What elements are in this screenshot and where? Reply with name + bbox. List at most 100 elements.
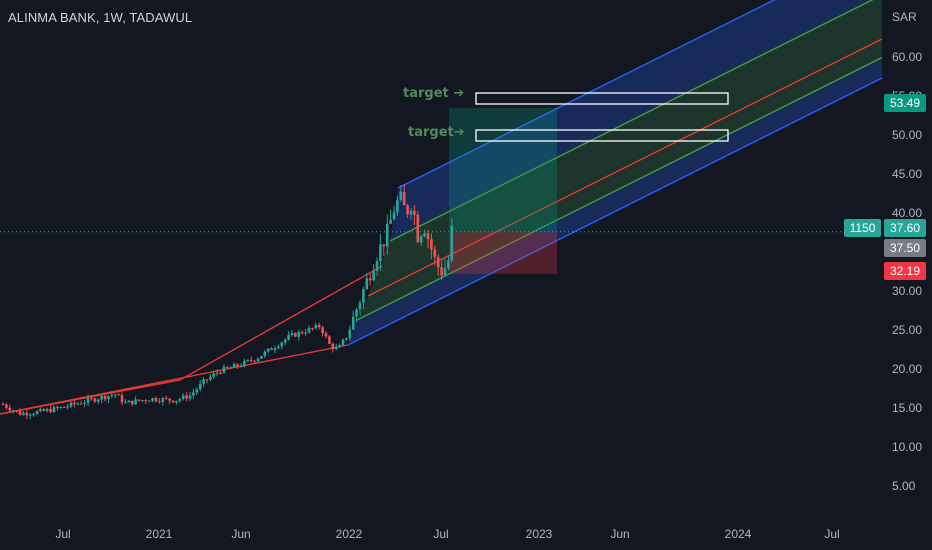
- x-tick-label: 2022: [336, 527, 363, 541]
- candle-down: [328, 336, 331, 344]
- candle-up: [263, 351, 267, 357]
- x-tick-label: 2023: [526, 527, 553, 541]
- trendline-lower: [0, 344, 349, 415]
- candle-down: [331, 343, 335, 349]
- candle-down: [236, 364, 239, 367]
- candle-down: [8, 407, 12, 411]
- candle-up: [175, 400, 178, 403]
- candle-down: [42, 409, 46, 411]
- target-boxes[interactable]: target ➔ target➔: [403, 86, 729, 142]
- candle-up: [351, 316, 355, 330]
- candle-down: [15, 410, 18, 412]
- candle-up: [283, 339, 287, 343]
- candle-up: [358, 302, 362, 310]
- candle-up: [297, 331, 301, 337]
- candle-down: [219, 372, 222, 374]
- candle-up: [22, 412, 25, 415]
- tag-volume-bg: [844, 219, 881, 237]
- candle-up: [307, 328, 311, 333]
- candle-up: [127, 400, 131, 403]
- candles: [1, 184, 454, 420]
- candle-down: [25, 412, 29, 416]
- candle-down: [171, 400, 175, 403]
- candle-up: [83, 402, 86, 404]
- candle-down: [321, 327, 324, 334]
- candle-down: [368, 278, 372, 281]
- candle-up: [239, 366, 243, 368]
- candle-down: [317, 324, 321, 328]
- candle-up: [304, 332, 307, 334]
- candle-up: [389, 219, 392, 224]
- candle-up: [447, 260, 450, 269]
- candle-up: [314, 324, 318, 329]
- candle-down: [185, 395, 188, 399]
- y-tick-label: 25.00: [892, 323, 922, 337]
- candle-down: [433, 249, 437, 257]
- candle-down: [62, 406, 66, 408]
- candle-down: [144, 400, 148, 402]
- tag-last-price: 37.60: [890, 221, 920, 235]
- pitchfork-channel: [347, 0, 883, 346]
- candle-down: [413, 210, 416, 215]
- candle-up: [110, 394, 114, 396]
- candle-up: [222, 366, 226, 373]
- candle-up: [372, 270, 375, 281]
- x-tick-label: Jul: [824, 527, 839, 541]
- candle-up: [141, 400, 144, 402]
- candle-up: [32, 414, 35, 416]
- tag-stop-price: 32.19: [890, 264, 920, 278]
- candle-down: [294, 333, 297, 337]
- channel-band-inner-bottom: [357, 39, 882, 320]
- y-tick-label: 15.00: [892, 401, 922, 415]
- candle-down: [382, 244, 386, 247]
- x-tick-label: Jun: [610, 527, 629, 541]
- chart-title: ALINMA BANK, 1W, TADAWUL: [8, 10, 193, 25]
- candle-up: [362, 289, 365, 303]
- candle-down: [1, 404, 5, 406]
- candle-down: [120, 395, 124, 403]
- candle-up: [52, 407, 56, 413]
- candle-up: [287, 335, 290, 340]
- candle-down: [430, 239, 433, 250]
- target-box-upper: [475, 92, 729, 105]
- candle-up: [256, 358, 260, 362]
- x-tick-label: Jul: [433, 527, 448, 541]
- candle-down: [402, 191, 406, 206]
- time-axis[interactable]: Jul 2021 Jun 2022 Jul 2023 Jun 2024 Jul: [55, 527, 839, 541]
- candle-up: [151, 398, 154, 401]
- candle-up: [178, 399, 182, 401]
- candle-up: [209, 376, 212, 380]
- candle-up: [69, 402, 73, 407]
- candle-up: [334, 347, 338, 349]
- target-zone: [449, 107, 557, 232]
- channel-band-outer-bottom: [348, 57, 882, 345]
- candle-up: [147, 400, 151, 402]
- candle-up: [341, 339, 345, 346]
- candle-down: [117, 394, 120, 396]
- candle-up: [195, 389, 199, 393]
- x-tick-label: 2024: [725, 527, 752, 541]
- candle-down: [426, 233, 430, 240]
- y-tick-label: 20.00: [892, 362, 922, 376]
- candle-up: [409, 210, 413, 215]
- candle-down: [253, 360, 256, 362]
- tag-last-price-bg: [884, 219, 926, 237]
- candle-up: [202, 379, 205, 384]
- y-tick-label: 60.00: [892, 50, 922, 64]
- candle-down: [226, 366, 229, 368]
- candle-up: [229, 367, 233, 369]
- candle-up: [280, 342, 284, 347]
- candle-up: [419, 236, 423, 243]
- candle-up: [348, 329, 352, 338]
- candle-up: [290, 333, 294, 336]
- candle-up: [338, 345, 341, 348]
- candle-up: [365, 278, 369, 290]
- tag-target-price: 53.49: [890, 96, 920, 110]
- position-tool: [449, 107, 557, 274]
- channel-band-inner-top: [368, 0, 882, 296]
- channel-line-red: [367, 38, 883, 297]
- candle-up: [198, 383, 202, 390]
- candle-up: [188, 395, 192, 399]
- candle-up: [100, 396, 103, 400]
